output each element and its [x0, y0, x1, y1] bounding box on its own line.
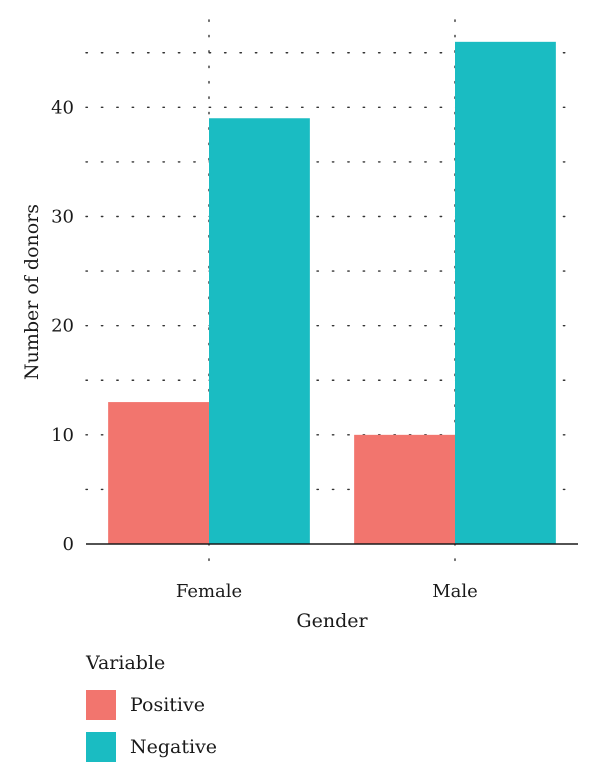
y-tick-label: 10	[51, 425, 74, 446]
bar-negative-male	[455, 41, 556, 544]
y-tick-label: 30	[51, 207, 74, 228]
legend-swatch-negative	[86, 732, 116, 762]
x-tick-label: Female	[176, 581, 242, 602]
y-tick-label: 0	[63, 534, 74, 555]
grid-lines	[85, 19, 579, 567]
x-axis-title: Gender	[296, 610, 368, 632]
legend-item-negative: Negative	[86, 726, 217, 768]
y-axis-title: Number of donors	[21, 204, 43, 380]
bar-chart: 0 10 20 30 40 Female Male Gender Number of do…	[21, 19, 579, 632]
x-tick-label: Male	[432, 581, 478, 602]
legend-item-positive: Positive	[86, 684, 217, 726]
bar-positive-male	[354, 434, 455, 544]
legend-swatch-positive	[86, 690, 116, 720]
legend: Variable Positive Negative	[86, 652, 217, 768]
bars	[108, 41, 556, 544]
y-tick-labels: 0 10 20 30 40	[51, 97, 74, 555]
legend-label-positive: Positive	[130, 694, 205, 716]
bar-positive-female	[108, 402, 209, 544]
y-tick-label: 20	[51, 316, 74, 337]
bar-negative-female	[209, 118, 310, 544]
y-tick-label: 40	[51, 97, 74, 118]
legend-label-negative: Negative	[130, 736, 218, 758]
legend-title: Variable	[86, 652, 166, 674]
x-tick-labels: Female Male	[176, 581, 478, 602]
